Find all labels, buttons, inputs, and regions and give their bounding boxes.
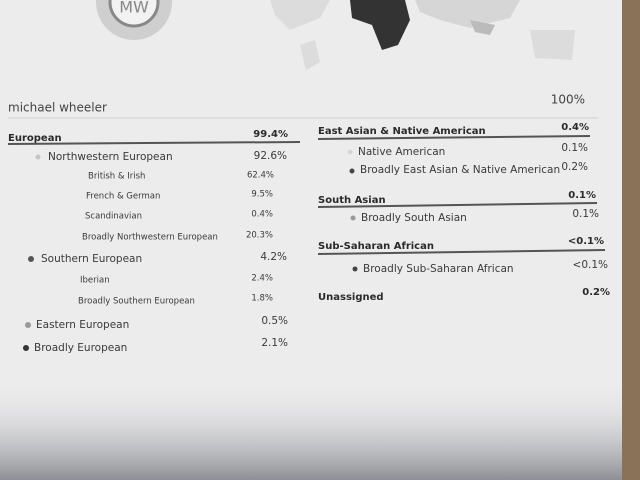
group-rule <box>317 202 598 208</box>
item-value: 92.6% <box>254 150 287 162</box>
subitem-label: British & Irish <box>88 172 145 182</box>
group-label: European <box>8 133 62 144</box>
group-value: 0.2% <box>582 287 610 298</box>
bullet <box>23 345 29 351</box>
item-label: Broadly East Asian & Native American <box>360 164 560 176</box>
item-value: 0.5% <box>261 315 288 327</box>
subitem-value: 62.4% <box>247 171 274 181</box>
item-value: 0.1% <box>561 142 588 154</box>
group-label: Sub-Saharan African <box>318 241 434 252</box>
item-value: 2.1% <box>261 337 288 349</box>
subitem-value: 0.4% <box>251 210 273 220</box>
bullet <box>352 266 358 272</box>
subitem-value: 9.5% <box>251 190 273 200</box>
shadow <box>0 380 622 480</box>
group-value: 0.1% <box>568 190 596 201</box>
bullet <box>28 256 34 262</box>
group-rule <box>7 141 301 145</box>
subitem-value: 20.3% <box>246 231 273 241</box>
item-value: 0.2% <box>561 161 588 173</box>
initials: MW <box>119 0 149 17</box>
item-value: 4.2% <box>260 251 287 263</box>
item-label: Broadly South Asian <box>361 212 467 224</box>
group-value: 0.4% <box>561 122 589 133</box>
item-label: Northwestern European <box>48 151 173 163</box>
group-label: South Asian <box>318 195 386 206</box>
group-rule <box>317 249 606 255</box>
group-rule <box>317 135 591 140</box>
subitem-label: French & German <box>86 192 160 202</box>
name: michael wheeler <box>8 101 107 115</box>
item-value: <0.1% <box>573 259 608 271</box>
item-label: Broadly European <box>34 342 127 354</box>
world-map <box>270 0 575 70</box>
subitem-label: Broadly Northwestern European <box>82 233 218 243</box>
bullet <box>350 215 356 221</box>
group-value: 99.4% <box>253 129 288 140</box>
item-label: Broadly Sub-Saharan African <box>363 263 514 275</box>
bullet <box>35 154 41 160</box>
bullet <box>25 322 31 328</box>
subitem-label: Scandinavian <box>85 212 142 222</box>
item-label: Southern European <box>41 253 142 265</box>
group-label: East Asian & Native American <box>318 126 486 137</box>
item-label: Eastern European <box>36 319 129 331</box>
item-label: Native American <box>358 146 445 158</box>
group-label: Unassigned <box>318 292 384 303</box>
group-value: <0.1% <box>568 236 604 247</box>
subitem-value: 2.4% <box>251 274 273 284</box>
bullet <box>347 149 353 155</box>
subitem-label: Broadly Southern European <box>78 297 195 307</box>
avatar <box>108 0 160 28</box>
subitem-label: Iberian <box>80 276 110 286</box>
subitem-value: 1.8% <box>251 294 273 304</box>
item-value: 0.1% <box>572 208 599 220</box>
total: 100% <box>551 93 585 107</box>
bullet <box>349 168 355 174</box>
